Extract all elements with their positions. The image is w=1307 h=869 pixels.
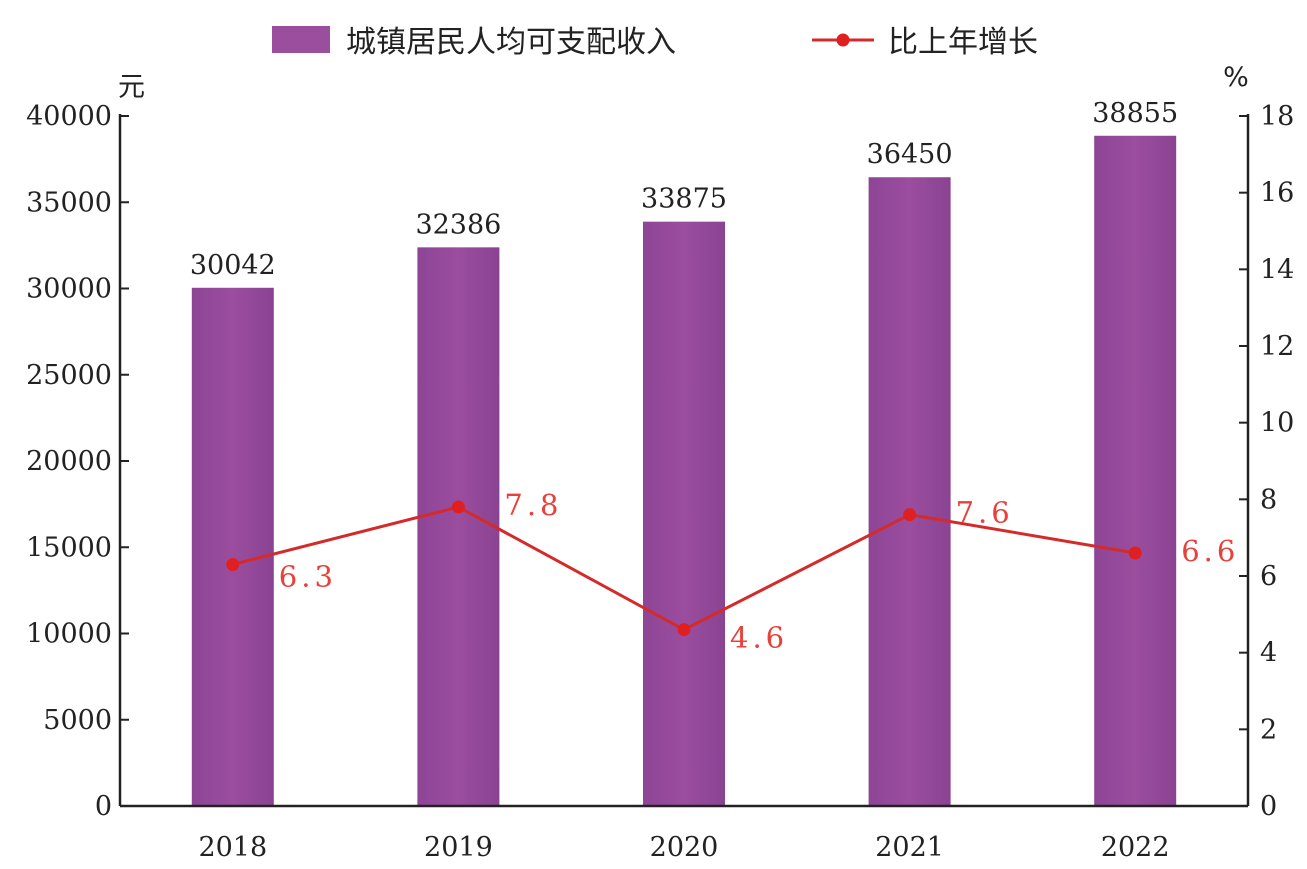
right-tick-label: 4 [1260, 638, 1277, 669]
left-axis-unit: 元 [118, 72, 145, 103]
growth-value-label: 7.6 [956, 496, 1014, 530]
bar-value-label: 36450 [867, 139, 953, 170]
right-tick-label: 18 [1260, 101, 1294, 132]
right-tick-label: 0 [1260, 791, 1277, 822]
legend-line-marker [836, 33, 850, 47]
growth-value-label: 4.6 [730, 621, 788, 655]
bar-2021 [868, 177, 951, 807]
legend: 城镇居民人均可支配收入 比上年增长 [272, 25, 1038, 60]
right-tick-label: 6 [1260, 561, 1277, 592]
growth-value-label: 6.3 [279, 560, 337, 594]
left-tick-label: 10000 [26, 619, 112, 650]
left-tick-label: 15000 [26, 532, 112, 563]
bar-series [191, 135, 1177, 807]
growth-value-labels: 6.3 7.8 4.6 7.6 6.6 [279, 488, 1239, 655]
bar-value-label: 32386 [415, 209, 501, 240]
growth-point-2018 [226, 558, 240, 571]
bar-value-label: 38855 [1092, 98, 1178, 129]
left-tick-label: 20000 [26, 446, 112, 477]
legend-line-label: 比上年增长 [888, 25, 1038, 60]
bar-value-label: 33875 [641, 184, 727, 215]
right-tick-label: 16 [1260, 178, 1294, 209]
x-tick-label: 2018 [198, 832, 267, 863]
bar-2020 [643, 221, 725, 806]
x-tick-label: 2021 [875, 832, 944, 863]
growth-point-2020 [677, 623, 691, 637]
right-tick-label: 8 [1260, 484, 1277, 515]
x-tick-label: 2022 [1101, 832, 1170, 863]
left-tick-label: 40000 [26, 101, 112, 132]
left-tick-label: 0 [95, 791, 112, 822]
left-tick-label: 5000 [43, 705, 112, 736]
growth-point-2021 [903, 508, 917, 522]
axes: 0 5000 10000 15000 20000 25000 30000 35000 40000… [26, 62, 1294, 863]
x-tick-label: 2019 [424, 832, 493, 863]
growth-point-2019 [451, 500, 465, 514]
left-tick-label: 30000 [26, 274, 112, 305]
x-tick-label: 2020 [650, 832, 719, 863]
right-tick-label: 12 [1260, 331, 1294, 362]
growth-value-label: 6.6 [1181, 534, 1239, 568]
growth-value-label: 7.8 [504, 488, 562, 522]
right-tick-label: 10 [1260, 408, 1294, 439]
left-tick-label: 35000 [26, 187, 112, 218]
right-tick-label: 14 [1260, 254, 1294, 285]
legend-bar-label: 城镇居民人均可支配收入 [346, 25, 676, 60]
right-axis-unit: % [1223, 62, 1249, 93]
bar-2018 [191, 287, 274, 806]
bar-value-labels: 30042 32386 33875 36450 38855 [190, 98, 1178, 281]
right-tick-label: 2 [1260, 714, 1277, 745]
growth-point-2022 [1128, 546, 1142, 560]
legend-bar-swatch [272, 26, 330, 53]
bar-value-label: 30042 [190, 250, 276, 281]
left-tick-label: 25000 [26, 360, 112, 391]
bar-2022 [1094, 135, 1177, 807]
growth-line-series [226, 500, 1142, 637]
bar-2019 [417, 247, 500, 807]
